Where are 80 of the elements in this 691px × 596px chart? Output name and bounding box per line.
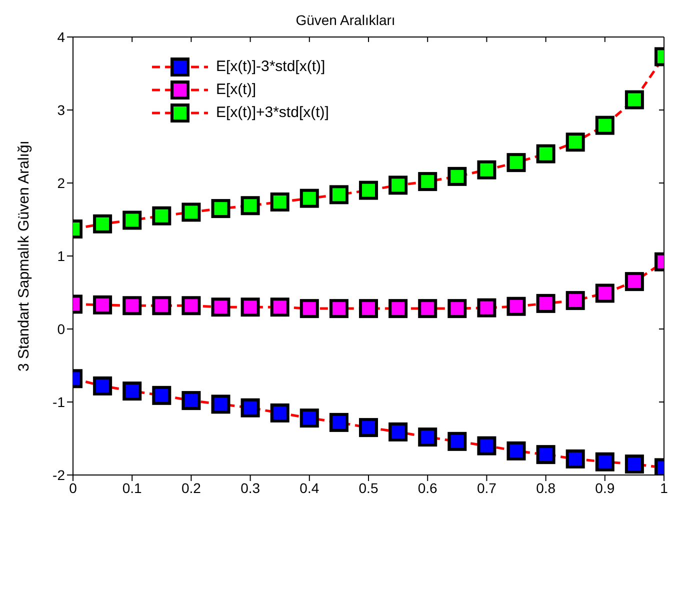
- point: [418, 172, 438, 192]
- y-tick-label: 2: [57, 174, 66, 191]
- point: [359, 299, 378, 318]
- point: [418, 428, 438, 447]
- y-tick-label: -1: [52, 394, 66, 410]
- chart-title: Güven Aralıkları: [294, 12, 396, 28]
- point: [93, 214, 112, 234]
- point: [211, 298, 230, 317]
- point: [329, 299, 348, 318]
- point: [388, 422, 408, 442]
- point: [624, 454, 644, 474]
- point: [300, 408, 319, 428]
- y-tick-label: 0: [57, 320, 66, 337]
- y-tick-label: 4: [57, 28, 66, 45]
- point: [418, 299, 438, 318]
- legend-label: E[x(t)]: [216, 81, 256, 98]
- x-tick-label: 0.9: [595, 480, 615, 496]
- point: [448, 166, 467, 186]
- x-tick-label: 0: [69, 480, 78, 496]
- point: [93, 376, 112, 396]
- point: [270, 298, 290, 317]
- point: [359, 418, 378, 438]
- point: [506, 296, 526, 316]
- point: [152, 296, 172, 316]
- point: [240, 398, 260, 418]
- legend-label: E[x(t)]-3*std[x(t)]: [216, 58, 326, 75]
- point: [536, 294, 556, 313]
- point: [182, 296, 201, 316]
- point: [300, 299, 319, 318]
- point: [211, 394, 230, 414]
- y-tick-label: -2: [52, 466, 66, 483]
- point: [566, 291, 585, 310]
- point: [93, 295, 112, 314]
- point: [388, 299, 408, 318]
- point: [388, 176, 408, 195]
- point: [270, 403, 290, 422]
- point: [624, 272, 644, 292]
- point: [122, 382, 142, 401]
- point: [122, 210, 142, 230]
- point: [566, 449, 585, 468]
- point: [536, 445, 556, 464]
- point: [595, 452, 614, 472]
- point: [329, 185, 348, 204]
- point: [506, 153, 526, 172]
- point: [240, 196, 260, 216]
- point: [211, 199, 230, 218]
- y-tick-label: 3: [57, 102, 66, 118]
- point: [624, 90, 644, 110]
- x-tick-label: 1: [660, 480, 668, 496]
- point: [182, 391, 201, 410]
- x-tick-label: 0.6: [418, 480, 438, 496]
- x-tick-label: 0.8: [536, 480, 556, 496]
- point: [448, 299, 467, 318]
- point: [152, 386, 172, 405]
- y-axis-title: 3 Standart Sapmalık Güven Aralığı: [15, 140, 32, 372]
- x-tick-label: 0.2: [181, 480, 202, 496]
- point: [595, 284, 614, 303]
- point: [359, 180, 378, 200]
- point: [536, 144, 556, 164]
- x-tick-label: 0.3: [240, 480, 260, 496]
- point: [152, 206, 172, 226]
- point: [595, 116, 614, 135]
- point: [240, 298, 260, 317]
- point: [300, 188, 319, 208]
- point: [477, 160, 496, 180]
- point: [448, 432, 467, 451]
- x-tick-label: 0.7: [476, 480, 497, 496]
- point: [270, 192, 290, 212]
- point: [122, 296, 142, 316]
- point: [329, 412, 348, 432]
- point: [477, 436, 496, 456]
- point: [477, 298, 496, 318]
- point: [506, 441, 526, 460]
- x-tick-label: 0.5: [358, 480, 378, 496]
- point: [566, 132, 585, 152]
- y-tick-label: 1: [57, 248, 66, 264]
- point: [182, 202, 201, 222]
- legend-label: E[x(t)]+3*std[x(t)]: [216, 104, 329, 121]
- x-tick-label: 0.1: [122, 480, 142, 496]
- x-tick-label: 0.4: [300, 480, 320, 496]
